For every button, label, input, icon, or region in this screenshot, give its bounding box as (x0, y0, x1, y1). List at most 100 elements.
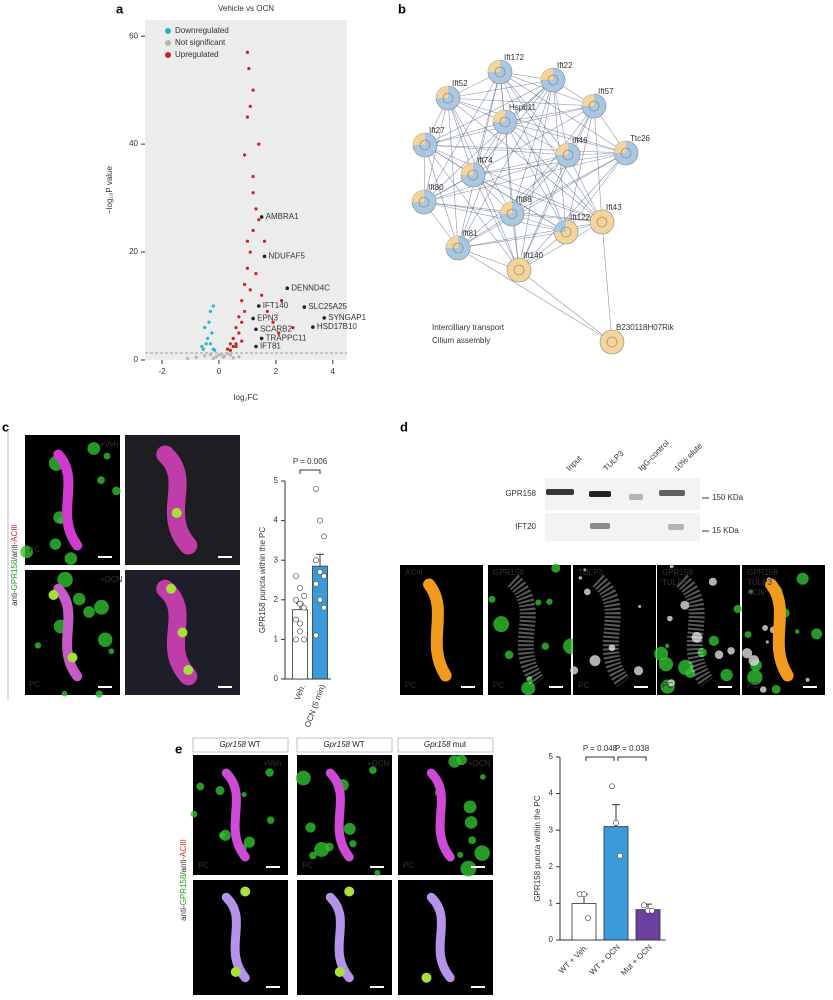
data-point (237, 355, 241, 359)
puncta (667, 679, 675, 687)
edge (504, 121, 603, 223)
puncta (97, 632, 113, 648)
cilium (423, 578, 452, 682)
node-inner (606, 336, 618, 348)
cilium (325, 892, 354, 983)
band (659, 490, 685, 496)
edge (593, 105, 603, 223)
y-tick-label: 40 (129, 139, 138, 148)
data-point (194, 355, 198, 359)
bar (603, 826, 629, 941)
puncta (87, 442, 101, 455)
edge (518, 221, 603, 271)
chart-title: Vehicle vs OCN (218, 4, 274, 13)
channel-label: ACIII (405, 568, 423, 577)
edge (472, 174, 603, 223)
panel-label: c (2, 419, 9, 434)
cilium (221, 892, 250, 983)
data-point (210, 331, 214, 335)
cilium (426, 768, 455, 862)
node-inner (467, 169, 479, 181)
puncta (551, 563, 561, 573)
data-point (228, 348, 232, 352)
x-tick-label: Veh. (293, 683, 307, 701)
y-axis-label: GPR158 puncta within the PC (258, 527, 267, 634)
puncta (64, 552, 78, 565)
data-point (207, 320, 211, 324)
data-point (293, 596, 299, 603)
node-inner (452, 242, 464, 254)
y-tick-label: 4 (549, 789, 554, 798)
text-part: mut (451, 740, 467, 749)
data-point (260, 293, 264, 297)
data-point (234, 342, 238, 346)
puncta (103, 452, 111, 460)
puncta (265, 768, 274, 777)
condition-label: +OCN (367, 759, 390, 768)
puncta (748, 655, 760, 666)
puncta (765, 640, 769, 644)
channel-label: GPR158 (747, 568, 778, 577)
puncta (456, 754, 467, 766)
channel-label: GPR158 (662, 568, 693, 577)
puncta (112, 486, 121, 496)
annotated-point (285, 286, 290, 291)
y-axis-label: GPR158 puncta within the PC (533, 795, 542, 902)
band (629, 494, 643, 500)
annotation-label: DENND4C (291, 283, 330, 292)
node-inner (419, 139, 431, 151)
data-point (245, 115, 250, 119)
pc-label: PC (493, 681, 504, 690)
node-slice (614, 141, 626, 153)
data-point (231, 344, 235, 349)
y-tick-label: 1 (549, 899, 554, 908)
text-part: Gpr158 (323, 740, 350, 749)
channel-label: TULP3 (747, 578, 772, 587)
data-point (609, 783, 615, 790)
puncta (669, 564, 674, 569)
blot (545, 513, 700, 541)
data-point (321, 533, 327, 540)
bar (571, 903, 597, 941)
x-tick-label: WT + Veh. (557, 943, 590, 976)
x-tick-label: 4 (331, 367, 336, 376)
puncta (309, 851, 317, 860)
data-point (201, 347, 205, 351)
genotype-header: Gpr158 mut (424, 740, 467, 749)
edge (457, 71, 501, 249)
sphere (67, 652, 78, 663)
panel-label: a (116, 1, 124, 16)
puncta (762, 625, 769, 631)
puncta (464, 816, 478, 829)
data-point (225, 351, 230, 356)
y-tick-label: 2 (549, 862, 554, 871)
node-inner (499, 116, 511, 128)
header-box (296, 737, 393, 753)
edge (424, 144, 627, 154)
data-point (242, 309, 247, 314)
puncta (241, 791, 247, 798)
puncta (325, 842, 334, 852)
edge (601, 221, 613, 343)
y-tick-label: 4 (274, 516, 279, 525)
data-point (271, 320, 275, 324)
annotated-point (262, 254, 267, 259)
text-part: ACIII (10, 524, 19, 542)
cilium (325, 768, 354, 862)
node-inner (494, 66, 506, 78)
puncta (811, 628, 823, 640)
annotation-label: IFT81 (260, 342, 281, 351)
row-label: GPR158 (505, 489, 536, 498)
text-part: GPR158 (10, 559, 19, 590)
edge (447, 79, 554, 99)
node-label: B230118H07Rik (616, 323, 675, 332)
data-point (211, 356, 215, 360)
edge (504, 121, 513, 215)
data-point (228, 342, 232, 346)
data-point (297, 600, 303, 607)
channel-label: ACIII (747, 588, 765, 597)
puncta (570, 666, 579, 675)
outline (592, 574, 630, 687)
puncta (61, 690, 68, 697)
node-inner (562, 149, 574, 161)
